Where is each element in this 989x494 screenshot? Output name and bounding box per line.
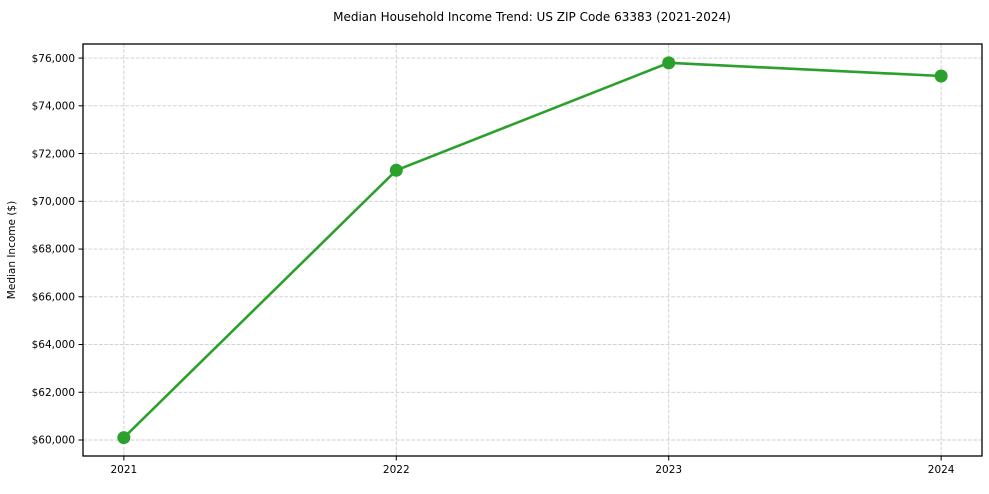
y-tick-label: $66,000	[32, 291, 75, 303]
y-tick-label: $64,000	[32, 339, 75, 351]
grid-layer	[83, 44, 982, 456]
plot-border-layer	[82, 43, 983, 457]
y-tick-label: $62,000	[32, 387, 75, 399]
data-point-marker	[934, 69, 948, 83]
y-tick-label: $76,000	[32, 53, 75, 65]
trend-line	[122, 61, 943, 439]
y-axis-label: Median Income ($)	[6, 201, 18, 299]
y-tick-label: $72,000	[32, 148, 75, 160]
data-point-marker	[662, 56, 676, 70]
y-tick-label: $70,000	[32, 196, 75, 208]
x-tick-label: 2022	[383, 464, 410, 476]
y-tick-label: $74,000	[32, 101, 75, 113]
data-series-layer	[117, 56, 948, 445]
x-tick-label: 2023	[655, 464, 682, 476]
chart-title: Median Household Income Trend: US ZIP Co…	[333, 10, 731, 24]
y-tick-label: $60,000	[32, 435, 75, 447]
x-tick-label: 2024	[928, 464, 955, 476]
data-point-marker	[117, 431, 131, 445]
data-point-marker	[389, 163, 403, 177]
y-tick-label: $68,000	[32, 244, 75, 256]
tick-layer: $60,000 $62,000 $64,000 $66,000 $68,000 $70,0…	[32, 53, 955, 476]
x-tick-label: 2021	[110, 464, 137, 476]
plot-border	[82, 43, 983, 457]
